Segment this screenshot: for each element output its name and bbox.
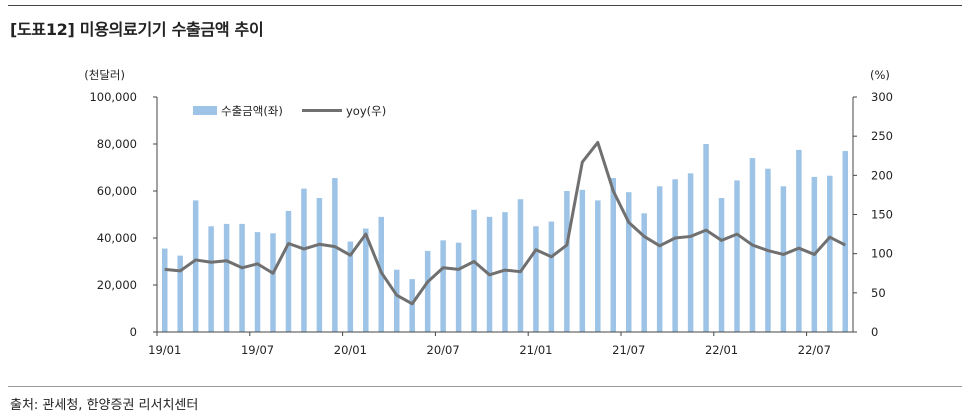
chart-plot: 0 20,000 40,000 60,000 80,000 100,000 0 50 100 15…: [84, 68, 893, 357]
bar: [796, 149, 802, 333]
left-tick-label: 60,000: [97, 184, 137, 198]
bar: [254, 232, 261, 333]
bar: [285, 210, 292, 332]
legend-swatch-bar: [193, 106, 217, 115]
bar: [161, 248, 168, 332]
legend-label-bar: 수출금액(좌): [221, 104, 283, 118]
x-tick-label: 19/07: [241, 343, 274, 357]
bar: [409, 279, 415, 333]
bar: [842, 151, 849, 332]
bottom-rule: [8, 386, 962, 387]
bar: [579, 189, 586, 332]
legend-label-line: yoy(우): [346, 104, 386, 118]
right-tick-label: 100: [871, 247, 893, 261]
right-tick-label: 50: [871, 286, 886, 300]
bar: [703, 144, 709, 332]
bar: [610, 178, 617, 332]
bar-series: [161, 144, 849, 333]
bar: [687, 173, 694, 333]
line-series: [164, 140, 846, 306]
bar: [455, 242, 462, 332]
axes: 0 20,000 40,000 60,000 80,000 100,000 0 50 100 15…: [89, 90, 893, 357]
chart-title: [도표12] 미용의료기기 수출금액 추이: [10, 20, 264, 39]
bar: [502, 212, 508, 332]
bar: [363, 228, 369, 332]
bar: [595, 200, 601, 332]
x-tick-label: 21/07: [612, 343, 645, 357]
bar: [270, 233, 276, 332]
left-axis-unit: (천달러): [84, 68, 125, 82]
bar: [347, 241, 354, 332]
bar: [177, 255, 183, 333]
bar: [780, 186, 787, 332]
left-tick-label: 20,000: [97, 278, 137, 292]
bar: [827, 175, 833, 332]
x-tick-label: 22/01: [705, 343, 738, 357]
bar: [672, 179, 678, 332]
bar: [208, 226, 214, 332]
bar: [548, 221, 555, 332]
left-tick-label: 80,000: [97, 137, 137, 151]
right-tick-label: 250: [871, 129, 893, 143]
bar: [239, 223, 245, 332]
bar: [316, 198, 323, 332]
bar: [440, 240, 446, 332]
bar: [641, 213, 647, 332]
x-tick-label: 20/01: [334, 343, 367, 357]
bar: [564, 191, 570, 332]
right-tick-label: 300: [871, 90, 893, 104]
bar: [656, 186, 663, 332]
right-axis-unit: (%): [870, 68, 890, 82]
right-tick-label: 150: [871, 208, 893, 222]
right-tick-label: 0: [871, 325, 878, 339]
source-note: 출처: 관세청, 한양증권 리서치센터: [10, 398, 199, 413]
bar: [192, 200, 199, 332]
bar: [393, 269, 400, 332]
right-tick-label: 200: [871, 168, 893, 182]
bar: [533, 226, 539, 332]
x-tick-label: 19/01: [148, 343, 181, 357]
x-tick-label: 20/07: [427, 343, 460, 357]
yoy-line: [164, 140, 846, 306]
x-tick-label: 22/07: [798, 343, 831, 357]
bar: [625, 192, 632, 332]
x-tick-label: 21/01: [519, 343, 552, 357]
bar: [424, 250, 431, 332]
bar: [471, 209, 477, 332]
bar: [734, 180, 740, 332]
legend: 수출금액(좌) yoy(우): [193, 104, 386, 118]
left-tick-label: 100,000: [89, 90, 137, 104]
left-tick-label: 0: [130, 325, 137, 339]
bar: [223, 223, 230, 332]
bar: [517, 199, 524, 332]
top-rule: [8, 5, 962, 6]
left-tick-label: 40,000: [97, 231, 137, 245]
bar: [301, 188, 307, 332]
bar: [718, 198, 725, 332]
bar: [332, 178, 338, 332]
